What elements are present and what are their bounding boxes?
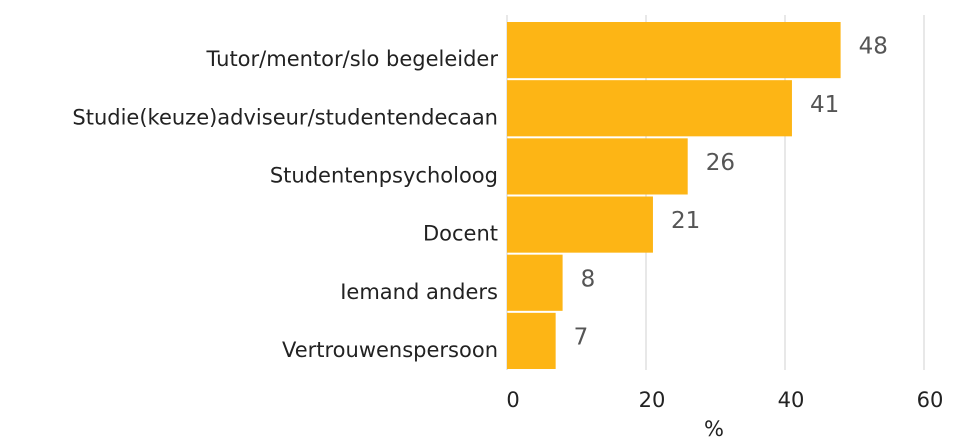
y-tick-label: Tutor/mentor/slo begeleider (206, 47, 499, 71)
bar (507, 312, 556, 369)
x-tick-label: 60 (917, 388, 944, 412)
bar (507, 22, 841, 79)
x-tick-label: 40 (778, 388, 805, 412)
data-label: 8 (581, 266, 596, 292)
data-label: 26 (706, 150, 735, 176)
data-label: 41 (810, 92, 839, 118)
y-tick-label: Docent (423, 222, 498, 246)
data-label: 7 (574, 324, 589, 350)
x-tick-label: 0 (506, 388, 519, 412)
x-axis-label: % (704, 417, 724, 439)
data-label: 48 (859, 34, 888, 60)
y-tick-label: Vertrouwenspersoon (282, 338, 498, 362)
bar (507, 196, 653, 253)
x-tick-label: 20 (639, 388, 666, 412)
y-tick-label: Iemand anders (340, 280, 498, 304)
bar (507, 138, 688, 195)
y-tick-label: Studie(keuze)adviseur/studentendecaan (72, 105, 498, 129)
y-tick-label: Studentenpsycholoog (270, 163, 498, 187)
data-label: 21 (671, 208, 700, 234)
bar (507, 80, 792, 137)
bar (507, 254, 563, 311)
